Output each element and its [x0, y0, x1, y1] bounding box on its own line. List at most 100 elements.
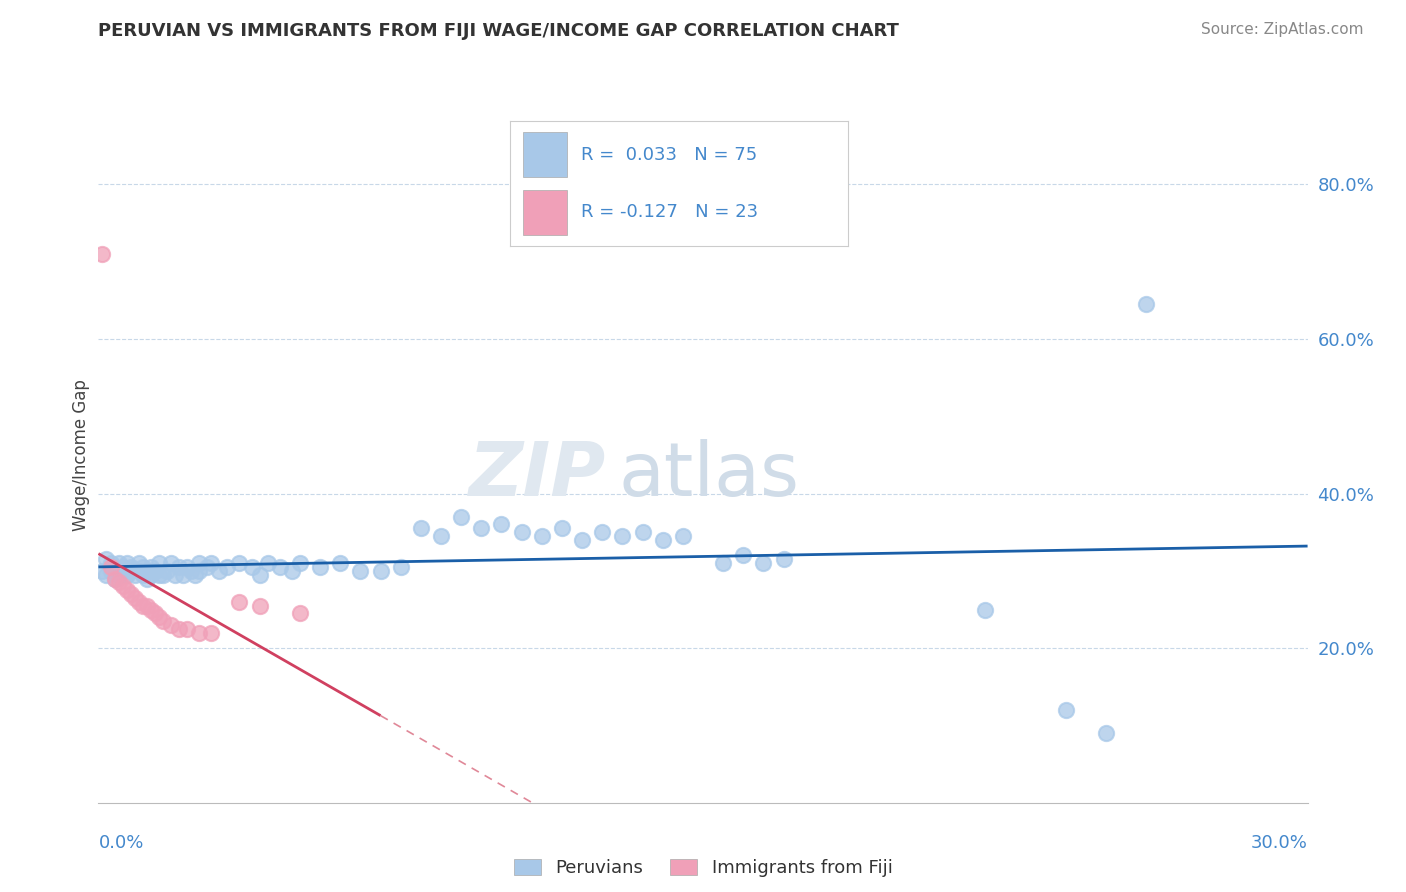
Point: [167, 560, 190, 574]
Point: [128, 564, 150, 578]
Point: [139, 602, 162, 616]
Point: [139, 560, 162, 574]
Point: [1135, 297, 1157, 311]
Point: [180, 564, 202, 578]
Point: [249, 567, 271, 582]
Y-axis label: Wage/Income Gap: Wage/Income Gap: [72, 379, 90, 531]
Point: [107, 567, 129, 582]
Point: [172, 567, 194, 582]
Point: [124, 591, 146, 605]
Point: [111, 564, 134, 578]
Text: 30.0%: 30.0%: [1251, 834, 1308, 852]
Point: [132, 560, 155, 574]
Point: [240, 560, 263, 574]
Point: [111, 579, 134, 593]
Point: [772, 552, 794, 566]
Point: [115, 567, 138, 582]
Point: [103, 572, 125, 586]
Point: [100, 564, 122, 578]
Point: [208, 564, 231, 578]
Point: [188, 625, 211, 640]
Point: [200, 556, 222, 570]
Point: [612, 529, 634, 543]
Point: [591, 525, 613, 540]
Point: [651, 533, 673, 547]
Point: [249, 599, 271, 613]
Point: [195, 560, 218, 574]
Point: [430, 529, 453, 543]
Point: [128, 556, 150, 570]
Point: [91, 247, 114, 261]
Point: [551, 521, 574, 535]
Text: Source: ZipAtlas.com: Source: ZipAtlas.com: [1201, 22, 1364, 37]
Point: [176, 622, 198, 636]
Point: [107, 556, 129, 570]
Point: [163, 567, 186, 582]
Point: [103, 560, 125, 574]
Point: [148, 610, 170, 624]
Point: [491, 517, 513, 532]
Point: [711, 556, 734, 570]
Point: [510, 525, 533, 540]
Point: [672, 529, 695, 543]
Point: [217, 560, 239, 574]
Text: ZIP: ZIP: [470, 439, 606, 512]
Point: [135, 564, 157, 578]
Text: 0.0%: 0.0%: [98, 834, 143, 852]
Point: [200, 625, 222, 640]
Point: [107, 575, 129, 590]
Point: [152, 567, 174, 582]
Point: [96, 567, 118, 582]
Point: [288, 607, 311, 621]
Point: [103, 572, 125, 586]
Point: [132, 599, 155, 613]
Point: [256, 556, 278, 570]
Point: [530, 529, 553, 543]
Point: [228, 595, 250, 609]
Point: [571, 533, 593, 547]
Point: [370, 564, 392, 578]
Point: [176, 560, 198, 574]
Point: [470, 521, 492, 535]
Point: [1054, 703, 1077, 717]
Point: [160, 556, 183, 570]
Point: [91, 564, 114, 578]
Point: [281, 564, 304, 578]
Point: [309, 560, 332, 574]
Point: [96, 552, 118, 566]
Point: [974, 602, 997, 616]
Point: [128, 595, 150, 609]
Point: [1095, 726, 1118, 740]
Point: [160, 618, 183, 632]
Point: [188, 564, 211, 578]
Point: [135, 599, 157, 613]
Point: [349, 564, 371, 578]
Point: [184, 567, 207, 582]
Point: [143, 564, 166, 578]
Point: [148, 567, 170, 582]
Point: [143, 607, 166, 621]
Point: [120, 587, 142, 601]
Point: [115, 583, 138, 598]
Point: [115, 556, 138, 570]
Point: [409, 521, 432, 535]
Point: [152, 614, 174, 628]
Point: [733, 549, 755, 563]
Point: [100, 556, 122, 570]
Point: [120, 560, 142, 574]
Point: [329, 556, 352, 570]
Point: [111, 560, 134, 574]
Point: [269, 560, 291, 574]
Point: [124, 567, 146, 582]
Point: [631, 525, 654, 540]
Point: [156, 564, 179, 578]
Point: [167, 622, 190, 636]
Point: [135, 572, 157, 586]
Point: [120, 564, 142, 578]
Text: PERUVIAN VS IMMIGRANTS FROM FIJI WAGE/INCOME GAP CORRELATION CHART: PERUVIAN VS IMMIGRANTS FROM FIJI WAGE/IN…: [98, 22, 900, 40]
Text: atlas: atlas: [619, 439, 800, 512]
Point: [100, 560, 122, 574]
Point: [450, 509, 472, 524]
Legend: Peruvians, Immigrants from Fiji: Peruvians, Immigrants from Fiji: [506, 852, 900, 884]
Point: [188, 556, 211, 570]
